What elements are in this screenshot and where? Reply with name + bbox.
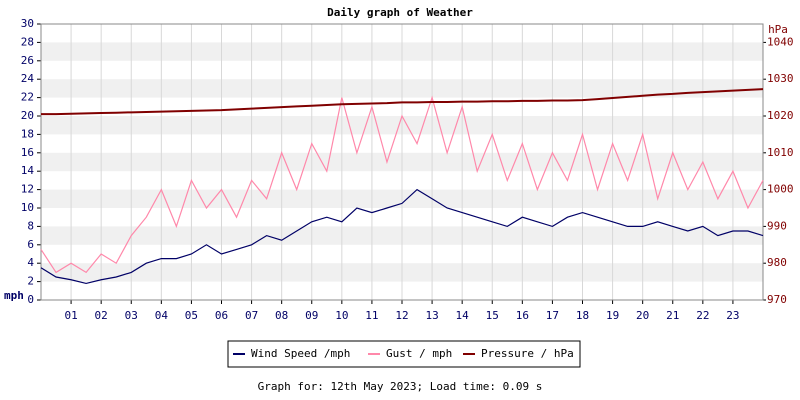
x-tick-label: 10 — [335, 309, 348, 322]
x-tick-label: 15 — [486, 309, 499, 322]
x-tick-label: 02 — [95, 309, 108, 322]
y2-tick-label: 970 — [767, 293, 787, 306]
y-tick-label: 22 — [21, 91, 34, 104]
x-tick-label: 22 — [696, 309, 709, 322]
x-tick-label: 05 — [185, 309, 198, 322]
x-tick-label: 18 — [576, 309, 589, 322]
x-tick-label: 21 — [666, 309, 679, 322]
y2-axis-label: hPa — [768, 23, 788, 36]
x-tick-label: 13 — [425, 309, 438, 322]
series-line — [40, 188, 764, 285]
x-tick-label: 17 — [546, 309, 559, 322]
x-tick-label: 07 — [245, 309, 258, 322]
y2-tick-label: 1040 — [767, 35, 794, 48]
y-tick-label: 24 — [21, 72, 35, 85]
plot-frame — [40, 23, 764, 301]
y-tick-label: 0 — [27, 293, 34, 306]
y-tick-label: 18 — [21, 127, 34, 140]
x-tick-label: 01 — [64, 309, 77, 322]
series-line — [40, 95, 764, 274]
y2-tick-label: 990 — [767, 219, 787, 232]
y-tick-label: 30 — [21, 17, 34, 30]
chart-title: Daily graph of Weather — [327, 6, 473, 19]
x-tick-label: 19 — [606, 309, 619, 322]
y2-tick-label: 1030 — [767, 72, 794, 85]
x-tick-label: 09 — [305, 309, 318, 322]
x-tick-label: 20 — [636, 309, 649, 322]
x-tick-label: 08 — [275, 309, 288, 322]
y-tick-label: 20 — [21, 109, 34, 122]
y-tick-label: 10 — [21, 201, 34, 214]
y-tick-label: 4 — [27, 256, 34, 269]
legend-label: Gust / mph — [386, 347, 452, 360]
y-tick-label: 26 — [21, 54, 34, 67]
y-tick-label: 16 — [21, 146, 34, 159]
y2-tick-label: 980 — [767, 256, 787, 269]
y2-tick-label: 1010 — [767, 146, 794, 159]
y-tick-label: 8 — [27, 219, 34, 232]
x-tick-label: 04 — [155, 309, 169, 322]
legend-label: Pressure / hPa — [481, 347, 574, 360]
y-tick-label: 14 — [21, 164, 35, 177]
y-axis-label: mph — [4, 289, 24, 302]
legend-box — [227, 340, 581, 368]
x-tick-label: 16 — [516, 309, 529, 322]
series-line — [41, 88, 764, 116]
y-tick-label: 28 — [21, 35, 34, 48]
x-tick-label: 06 — [215, 309, 228, 322]
x-tick-label: 14 — [456, 309, 470, 322]
x-tick-label: 03 — [125, 309, 138, 322]
y2-tick-label: 1020 — [767, 109, 794, 122]
legend-label: Wind Speed /mph — [251, 347, 350, 360]
y-tick-label: 2 — [27, 275, 34, 288]
y-tick-label: 12 — [21, 183, 34, 196]
y2-tick-label: 1000 — [767, 183, 794, 196]
y-tick-label: 6 — [27, 238, 34, 251]
x-tick-label: 12 — [395, 309, 408, 322]
x-tick-label: 23 — [726, 309, 739, 322]
footer: Graph for: 12th May 2023; Load time: 0.0… — [258, 380, 543, 393]
x-tick-label: 11 — [365, 309, 378, 322]
